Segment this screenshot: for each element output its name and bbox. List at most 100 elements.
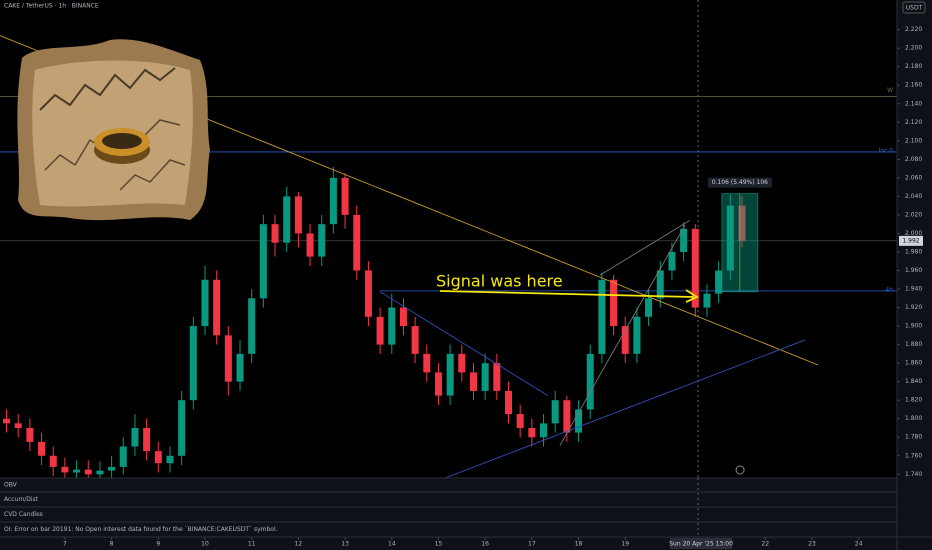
- last-price-box: [899, 235, 923, 246]
- y-tick-label: 2.020: [905, 211, 922, 218]
- candle-body: [738, 205, 746, 241]
- candle-body: [259, 224, 267, 299]
- y-tick-label: 1.940: [905, 286, 922, 293]
- candle-body: [505, 390, 513, 415]
- y-tick-label: 2.180: [905, 63, 922, 70]
- candle-body: [364, 270, 372, 317]
- candle-body: [143, 427, 151, 452]
- candle-body: [680, 228, 688, 252]
- candle-body: [38, 441, 46, 456]
- candle-body: [516, 414, 524, 428]
- trendline: [444, 339, 806, 478]
- x-tick-label: 11: [248, 541, 256, 548]
- candle-body: [341, 177, 349, 215]
- x-tick-label: 24: [855, 541, 863, 548]
- candle-body: [353, 214, 361, 271]
- cursor-label: Sun 20 Apr '25 13:00: [669, 541, 733, 548]
- y-tick-label: 2.060: [905, 174, 922, 181]
- y-tick-label: 2.080: [905, 156, 922, 163]
- y-tick-label: 2.200: [905, 45, 922, 52]
- pane-label: CVD Candles: [4, 511, 43, 518]
- x-tick-label: 16: [481, 541, 489, 548]
- candle-body: [49, 455, 57, 467]
- candle-body: [610, 279, 618, 327]
- candle-body: [283, 196, 291, 243]
- candle-body: [131, 427, 139, 447]
- candle-body: [26, 427, 34, 442]
- pane-label: OI: Error on bar 20191: No Open interest…: [4, 526, 278, 533]
- y-tick-label: 2.100: [905, 137, 922, 144]
- y-tick-label: 1.780: [905, 434, 922, 441]
- trendline: [599, 220, 690, 276]
- candle-body: [213, 279, 221, 336]
- candle-body: [108, 466, 116, 471]
- y-tick-label: 2.160: [905, 82, 922, 89]
- candle-body: [248, 298, 256, 354]
- candle-body: [388, 307, 396, 345]
- candle-body: [376, 316, 384, 345]
- y-tick-label: 2.140: [905, 100, 922, 107]
- candle-body: [189, 326, 197, 401]
- candle-body: [73, 469, 81, 473]
- y-tick-label: 1.860: [905, 360, 922, 367]
- candle-body: [528, 427, 536, 438]
- candle-body: [224, 335, 232, 382]
- candle-body: [715, 270, 723, 294]
- cursor-label-bg: [670, 538, 733, 549]
- candle-body: [411, 326, 419, 354]
- y-tick-label: 1.980: [905, 248, 922, 255]
- candle-body: [166, 455, 174, 464]
- plot: 0.106 (5.49%) 106 Signal was here: [0, 0, 897, 478]
- y-tick-label: 1.820: [905, 397, 922, 404]
- level-label: 4h: [885, 286, 893, 293]
- candle-body: [271, 224, 279, 243]
- position-label: 0.106 (5.49%) 106: [712, 179, 768, 186]
- trendline: [379, 291, 548, 396]
- candle-body: [61, 466, 69, 473]
- x-tick-label: 10: [201, 541, 209, 548]
- candle-body: [84, 469, 92, 475]
- candle-body: [481, 363, 489, 391]
- x-tick-label: 15: [435, 541, 443, 548]
- y-tick-label: 2.120: [905, 119, 922, 126]
- position-label-bg: [707, 177, 772, 188]
- candle-body: [14, 423, 22, 428]
- cursor-icon: [735, 465, 745, 475]
- trendline: [559, 224, 686, 446]
- x-tick-label: 19: [621, 541, 629, 548]
- candle-body: [329, 177, 337, 225]
- candle-body: [469, 372, 477, 391]
- candle-body: [178, 400, 186, 456]
- candle-body: [399, 307, 407, 327]
- y-tick-label: 2.000: [905, 230, 922, 237]
- x-tick-label: 17: [528, 541, 536, 548]
- y-tick-label: 1.960: [905, 267, 922, 274]
- candle-body: [598, 279, 606, 354]
- x-tick-label: 12: [295, 541, 303, 548]
- x-tick-label: 9: [156, 541, 160, 548]
- annotation: Signal was here: [436, 272, 563, 291]
- candle-body: [668, 251, 676, 271]
- candle-body: [703, 293, 711, 308]
- pane-label: Accum/Dist: [4, 496, 39, 503]
- x-tick-label: 18: [575, 541, 583, 548]
- candle-body: [3, 418, 11, 424]
- last-price-label: 1.992: [902, 237, 919, 244]
- candle-body: [633, 316, 641, 354]
- candle-body: [586, 353, 594, 410]
- candle-body: [154, 451, 162, 464]
- candle-body: [458, 353, 466, 373]
- symbol-title: CAKE / TetherUS · 1h · BINANCE: [4, 3, 99, 10]
- currency-box: [902, 1, 926, 14]
- candle-body: [119, 446, 127, 467]
- y-tick-label: 2.220: [905, 26, 922, 33]
- x-tick-label: 8: [110, 541, 114, 548]
- currency: USDT: [906, 5, 923, 12]
- x-tick-label: 22: [762, 541, 770, 548]
- candle-body: [96, 470, 104, 475]
- x-tick-label: 23: [808, 541, 816, 548]
- signal-arrow: [439, 290, 695, 298]
- candle-body: [563, 400, 571, 433]
- pane-label: OBV: [4, 482, 18, 489]
